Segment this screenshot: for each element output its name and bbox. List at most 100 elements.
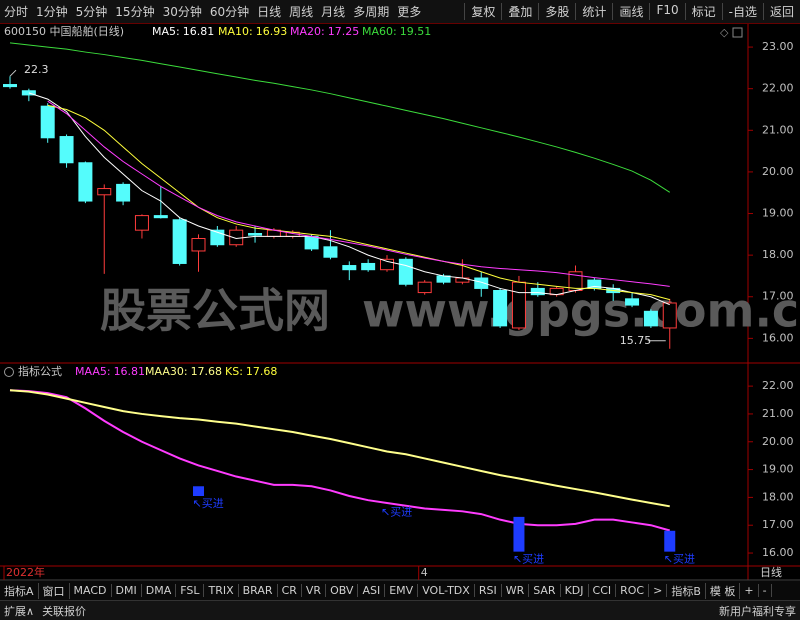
tool-button[interactable]: 叠加: [501, 3, 538, 20]
candle-body: [97, 188, 112, 196]
tool-button[interactable]: 标记: [684, 3, 722, 20]
indicator-tab[interactable]: BRAR: [239, 584, 278, 597]
candle-body: [191, 237, 206, 252]
status-button[interactable]: 关联报价: [42, 604, 87, 618]
candle-body: [153, 215, 168, 219]
tool-button[interactable]: 多股: [538, 3, 575, 20]
signal-label: ↖买进: [513, 553, 544, 566]
indicator-tab[interactable]: 指标B: [667, 582, 706, 599]
candle-body: [342, 265, 357, 271]
period-button[interactable]: 日线: [257, 5, 282, 19]
indicator-tab[interactable]: EMV: [385, 584, 419, 597]
period-button[interactable]: 分时: [4, 5, 29, 19]
indicator-tab[interactable]: RSI: [475, 584, 502, 597]
indicator-tab[interactable]: DMI: [112, 584, 142, 597]
candle-body: [643, 310, 658, 327]
legend-entry: KS: 17.68: [225, 365, 277, 378]
indicator-tab[interactable]: WR: [502, 584, 530, 597]
y-tick-label: 21.00: [762, 407, 794, 420]
period-button[interactable]: 更多: [397, 5, 422, 19]
candle-body: [380, 258, 394, 271]
tool-button[interactable]: 复权: [464, 3, 501, 20]
y-tick-label: 17.00: [762, 290, 794, 303]
indicator-tab[interactable]: FSL: [176, 584, 205, 597]
high-arrow: [9, 69, 17, 77]
candle-body: [625, 298, 640, 306]
indicator-tab[interactable]: DMA: [142, 584, 177, 597]
indicator-tab[interactable]: OBV: [326, 584, 359, 597]
period-button[interactable]: 15分钟: [115, 5, 155, 19]
tool-button[interactable]: F10: [649, 3, 684, 20]
candle-body: [493, 290, 508, 327]
period-button[interactable]: 月线: [321, 5, 346, 19]
signal-bar: [193, 486, 204, 497]
indicator-tab[interactable]: VOL-TDX: [418, 584, 475, 597]
candle-body: [417, 281, 432, 294]
status-bar: 扩展∧ 关联报价 新用户福利专享: [0, 600, 800, 620]
indicator-tab[interactable]: KDJ: [561, 584, 589, 597]
y-tick-label: 19.00: [762, 207, 794, 220]
indicator-tab[interactable]: CCI: [589, 584, 617, 597]
indicator-tab[interactable]: 窗口: [39, 582, 70, 599]
indicator-tab[interactable]: +: [740, 584, 759, 597]
period-button[interactable]: 周线: [289, 5, 314, 19]
ma-line: [9, 389, 670, 508]
candle-body: [304, 235, 319, 250]
promo[interactable]: 新用户福利专享: [719, 604, 796, 618]
candle-body: [134, 215, 149, 231]
period-label: 日线: [760, 565, 782, 579]
indicator-tab[interactable]: -: [759, 584, 772, 597]
indicator-tab[interactable]: SAR: [529, 584, 561, 597]
legend-value: 17.68: [246, 365, 278, 378]
y-tick-label: 17.00: [762, 518, 794, 531]
period-button[interactable]: 多周期: [353, 5, 390, 19]
indicator-title: 指标公式: [18, 364, 62, 378]
indicator-tab[interactable]: TRIX: [204, 584, 239, 597]
legend-value: 16.81: [114, 365, 146, 378]
icon[interactable]: [732, 27, 743, 38]
icon: ◇: [720, 26, 729, 39]
signal-bar: [513, 516, 525, 552]
period-button[interactable]: 30分钟: [162, 5, 202, 19]
indicator-tab[interactable]: ASI: [358, 584, 386, 597]
x-tick-label: 4: [421, 566, 428, 579]
tool-button[interactable]: 画线: [612, 3, 649, 20]
period-button[interactable]: 1分钟: [36, 5, 68, 19]
indicator-tab[interactable]: MACD: [70, 584, 112, 597]
y-tick-label: 16.00: [762, 546, 794, 559]
tool-button[interactable]: 返回: [762, 3, 800, 20]
legend-entry: MAA30: 17.68: [145, 365, 222, 378]
watermark: 股票公式网: [100, 284, 330, 338]
indicator-tab[interactable]: 指标A: [0, 582, 39, 599]
legend-name: KS:: [225, 365, 243, 378]
signal-label: ↖买进: [381, 505, 412, 518]
legend-value: 17.25: [328, 25, 360, 38]
signal-label: ↖买进: [664, 553, 695, 566]
ma-line: [9, 389, 671, 532]
period-button[interactable]: 5分钟: [75, 5, 108, 19]
indicator-tab[interactable]: >: [649, 584, 668, 597]
status-button[interactable]: 扩展∧: [4, 604, 35, 618]
candle-body: [474, 277, 489, 289]
candle-body: [78, 162, 93, 202]
tool-button[interactable]: -自选: [721, 3, 763, 20]
indicator-tab[interactable]: CR: [278, 584, 302, 597]
indicator-tab[interactable]: VR: [302, 584, 327, 597]
legend-entry: MAA5: 16.81: [75, 365, 145, 378]
period-button[interactable]: 60分钟: [209, 5, 250, 19]
y-tick-label: 20.00: [762, 165, 794, 178]
legend-value: 16.81: [183, 25, 215, 38]
indicator-tab[interactable]: 模 板: [706, 582, 741, 599]
ma-line: [9, 42, 671, 193]
y-tick-label: 22.00: [762, 82, 794, 95]
legend-name: MAA30:: [145, 365, 188, 378]
candle-body: [361, 262, 376, 271]
indicator-tab[interactable]: ROC: [616, 584, 650, 597]
legend-entry: MA10: 16.93: [218, 25, 287, 38]
y-tick-label: 19.00: [762, 463, 794, 476]
tool-button[interactable]: 统计: [575, 3, 612, 20]
legend-name: MA60:: [362, 25, 397, 38]
indicator-menu[interactable]: [4, 367, 14, 377]
candle-body: [116, 183, 131, 202]
